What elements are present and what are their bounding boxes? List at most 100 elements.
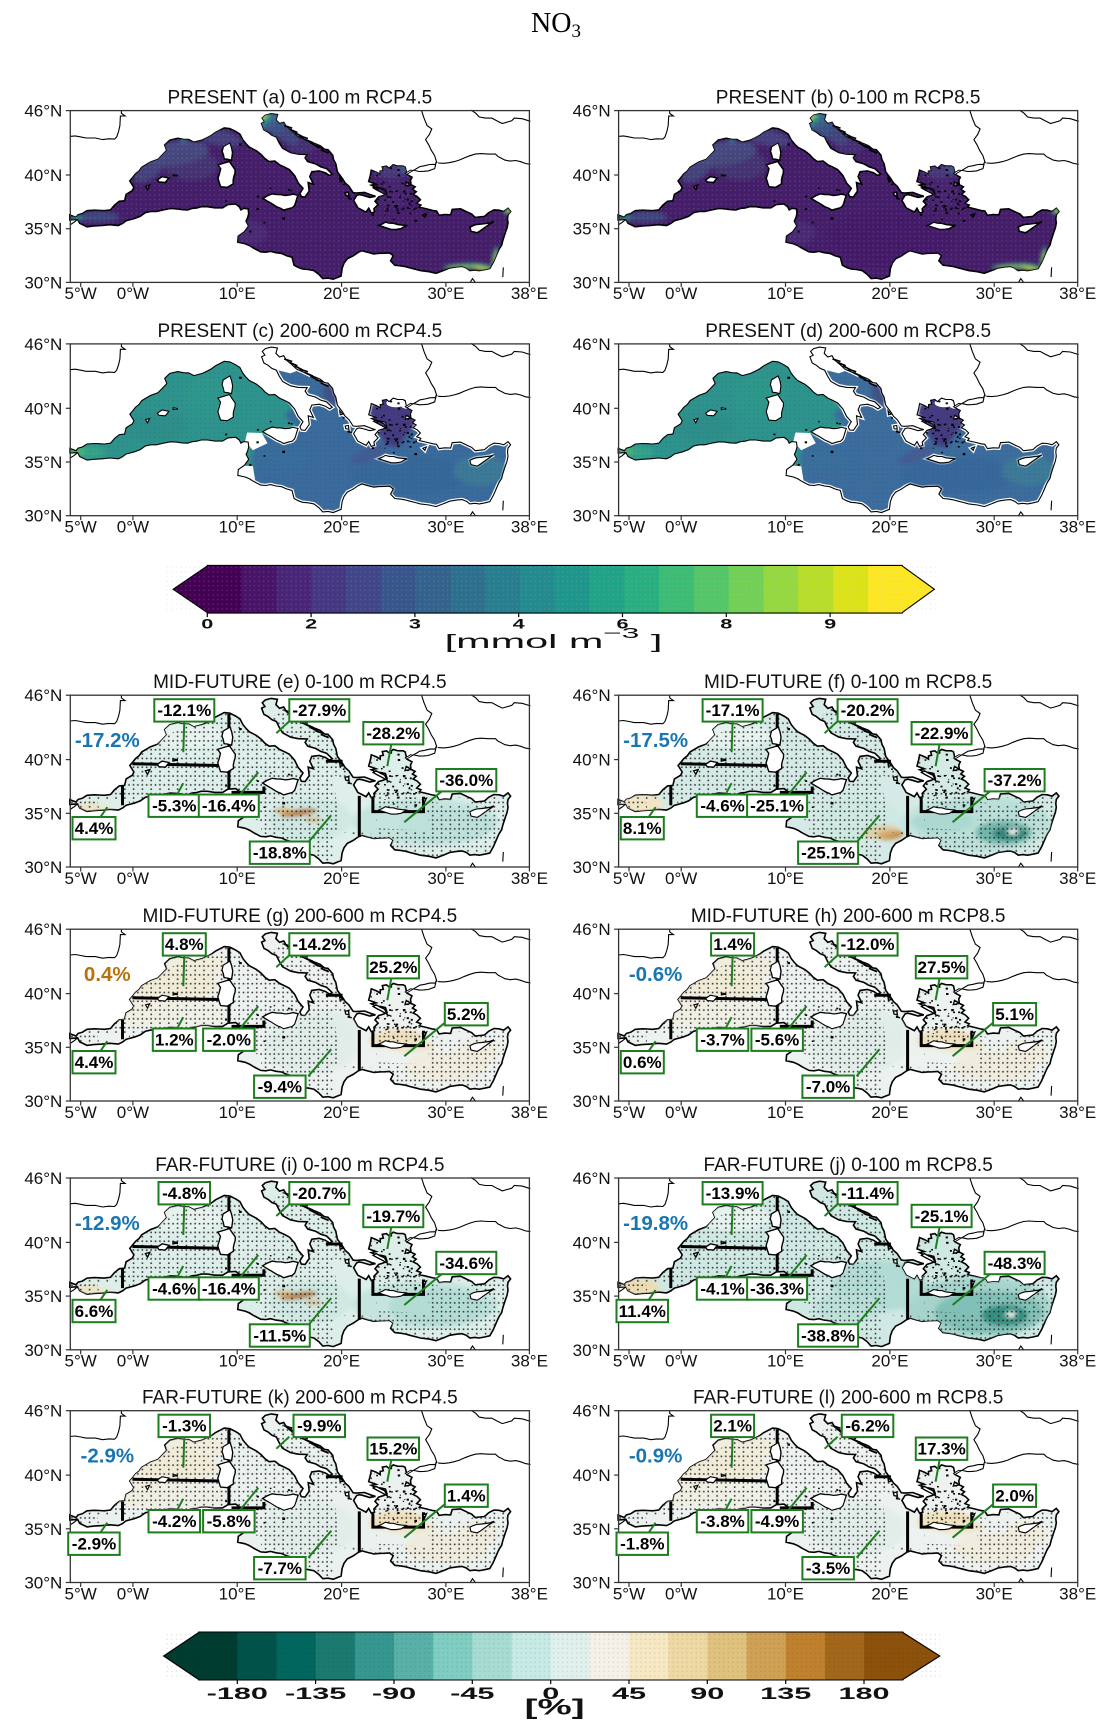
svg-text:40°N: 40°N: [573, 985, 611, 1004]
svg-text:38°E: 38°E: [1059, 869, 1096, 888]
svg-text:20°E: 20°E: [323, 518, 360, 537]
svg-text:90: 90: [690, 1685, 724, 1704]
svg-text:-4.9%: -4.9%: [755, 1512, 799, 1531]
svg-text:0°W: 0°W: [117, 869, 149, 888]
svg-text:38°E: 38°E: [1059, 1103, 1096, 1122]
svg-text:-12.0%: -12.0%: [841, 935, 895, 954]
svg-text:-16.4%: -16.4%: [202, 1279, 256, 1298]
svg-text:0°W: 0°W: [117, 518, 149, 537]
svg-text:-48.3%: -48.3%: [988, 1254, 1042, 1273]
svg-text:30°N: 30°N: [24, 1574, 62, 1593]
svg-text:30°E: 30°E: [976, 284, 1013, 303]
svg-text:5.2%: 5.2%: [447, 1005, 486, 1024]
svg-text:5°W: 5°W: [613, 284, 645, 303]
svg-text:-180: -180: [207, 1685, 268, 1704]
svg-text:5°W: 5°W: [613, 869, 645, 888]
svg-text:35°N: 35°N: [24, 1038, 62, 1057]
svg-text:20°E: 20°E: [323, 1352, 360, 1371]
svg-text:-3.7%: -3.7%: [700, 1031, 744, 1050]
svg-text:3: 3: [409, 615, 421, 631]
svg-text:0°W: 0°W: [665, 1103, 697, 1122]
svg-text:-9.4%: -9.4%: [258, 1078, 302, 1097]
svg-text:-90: -90: [372, 1685, 416, 1704]
svg-text:27.5%: 27.5%: [917, 958, 965, 977]
svg-text:35°N: 35°N: [24, 453, 62, 472]
svg-text:0.6%: 0.6%: [623, 1053, 662, 1072]
svg-text:38°E: 38°E: [511, 1103, 548, 1122]
svg-text:0°W: 0°W: [665, 1352, 697, 1371]
svg-text:MID-FUTURE (f) 0-100 m RCP8.5: MID-FUTURE (f) 0-100 m RCP8.5: [704, 672, 992, 693]
svg-text:4: 4: [513, 615, 526, 631]
svg-text:38°E: 38°E: [1059, 284, 1096, 303]
svg-text:2.1%: 2.1%: [713, 1417, 752, 1436]
svg-text:MID-FUTURE (e) 0-100 m RCP4.5: MID-FUTURE (e) 0-100 m RCP4.5: [153, 672, 447, 693]
svg-text:20°E: 20°E: [871, 284, 908, 303]
svg-text:-19.8%: -19.8%: [623, 1212, 688, 1235]
svg-text:-4.1%: -4.1%: [700, 1279, 744, 1298]
svg-text:46°N: 46°N: [573, 1402, 611, 1421]
svg-text:0: 0: [201, 615, 213, 631]
svg-text:46°N: 46°N: [24, 920, 62, 939]
svg-text:40°N: 40°N: [24, 399, 62, 418]
svg-text:-6.2%: -6.2%: [845, 1417, 889, 1436]
svg-text:46°N: 46°N: [573, 1169, 611, 1188]
svg-text:4.4%: 4.4%: [75, 819, 114, 838]
svg-text:5°W: 5°W: [65, 1352, 97, 1371]
svg-text:-9.9%: -9.9%: [297, 1417, 341, 1436]
svg-text:6.6%: 6.6%: [75, 1302, 114, 1321]
svg-text:1.2%: 1.2%: [155, 1031, 194, 1050]
svg-text:[%]: [%]: [525, 1695, 585, 1720]
svg-text:10°E: 10°E: [767, 518, 804, 537]
svg-text:10°E: 10°E: [219, 869, 256, 888]
svg-text:10°E: 10°E: [219, 1103, 256, 1122]
svg-text:30°E: 30°E: [427, 284, 464, 303]
svg-text:1.4%: 1.4%: [713, 935, 752, 954]
svg-text:-17.5%: -17.5%: [623, 729, 688, 752]
svg-text:35°N: 35°N: [573, 1038, 611, 1057]
svg-text:20°E: 20°E: [871, 1352, 908, 1371]
svg-text:46°N: 46°N: [24, 1169, 62, 1188]
svg-text:-0.6%: -0.6%: [629, 963, 683, 986]
svg-text:20°E: 20°E: [323, 1103, 360, 1122]
svg-text:35°N: 35°N: [573, 453, 611, 472]
svg-text:0°W: 0°W: [665, 1584, 697, 1603]
svg-text:0°W: 0°W: [117, 284, 149, 303]
svg-text:30°N: 30°N: [573, 1341, 611, 1360]
svg-text:MID-FUTURE (g) 200-600 m RCP4.: MID-FUTURE (g) 200-600 m RCP4.5: [143, 906, 458, 927]
svg-text:-16.4%: -16.4%: [202, 797, 256, 816]
svg-text:10°E: 10°E: [219, 518, 256, 537]
svg-text:40°N: 40°N: [573, 166, 611, 185]
svg-text:38°E: 38°E: [511, 284, 548, 303]
svg-text:-5.6%: -5.6%: [755, 1031, 799, 1050]
svg-text:30°N: 30°N: [24, 1341, 62, 1360]
svg-text:46°N: 46°N: [573, 686, 611, 705]
svg-text:10°E: 10°E: [219, 1352, 256, 1371]
svg-text:46°N: 46°N: [24, 102, 62, 121]
svg-text:0: 0: [542, 1685, 559, 1704]
svg-text:20°E: 20°E: [323, 869, 360, 888]
svg-text:-28.2%: -28.2%: [366, 724, 420, 743]
svg-text:4.8%: 4.8%: [165, 935, 204, 954]
svg-text:-13.9%: -13.9%: [706, 1184, 760, 1203]
svg-text:FAR-FUTURE (l) 200-600 m RCP8.: FAR-FUTURE (l) 200-600 m RCP8.5: [693, 1388, 1003, 1409]
svg-text:17.3%: 17.3%: [917, 1440, 965, 1459]
svg-text:35°N: 35°N: [573, 1520, 611, 1539]
svg-text:38°E: 38°E: [1059, 1584, 1096, 1603]
svg-text:30°E: 30°E: [976, 1584, 1013, 1603]
svg-text:-3.5%: -3.5%: [806, 1559, 850, 1578]
svg-text:-5.3%: -5.3%: [152, 797, 196, 816]
svg-text:-7.0%: -7.0%: [806, 1078, 850, 1097]
svg-text:20°E: 20°E: [871, 1584, 908, 1603]
svg-text:MID-FUTURE (h) 200-600 m RCP8.: MID-FUTURE (h) 200-600 m RCP8.5: [691, 906, 1006, 927]
svg-text:30°N: 30°N: [24, 273, 62, 292]
svg-text:35°N: 35°N: [24, 804, 62, 823]
svg-text:11.4%: 11.4%: [619, 1302, 666, 1321]
svg-text:9: 9: [824, 615, 836, 631]
svg-text:PRESENT (c) 200-600 m RCP4.5: PRESENT (c) 200-600 m RCP4.5: [157, 321, 442, 342]
svg-text:30°E: 30°E: [427, 869, 464, 888]
svg-text:38°E: 38°E: [511, 869, 548, 888]
svg-text:15.2%: 15.2%: [369, 1440, 417, 1459]
svg-text:30°E: 30°E: [976, 518, 1013, 537]
svg-text:4.4%: 4.4%: [75, 1053, 114, 1072]
svg-text:5°W: 5°W: [65, 284, 97, 303]
